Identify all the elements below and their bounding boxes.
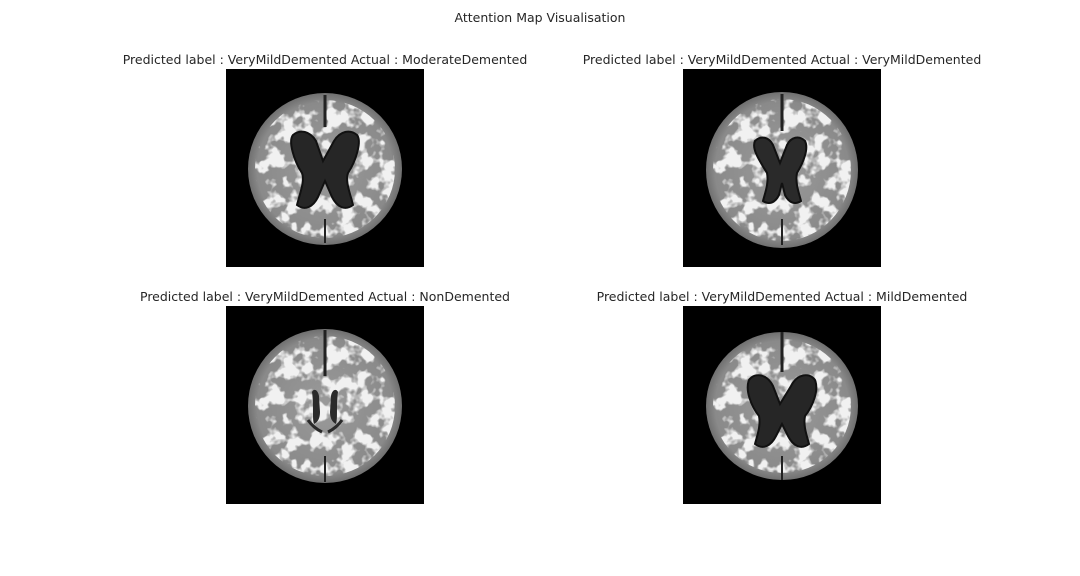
brain-mri-image-2 <box>683 69 881 267</box>
panel-4-title: Predicted label : VeryMildDemented Actua… <box>596 289 968 304</box>
brain-mri-image-1 <box>226 69 424 267</box>
brain-mri-image-3 <box>226 306 424 504</box>
brain-mri-image-4 <box>683 306 881 504</box>
panel-2-title: Predicted label : VeryMildDemented Actua… <box>582 52 982 67</box>
panel-1-title: Predicted label : VeryMildDemented Actua… <box>122 52 528 67</box>
figure-title: Attention Map Visualisation <box>454 10 626 25</box>
panel-3-title: Predicted label : VeryMildDemented Actua… <box>140 289 510 304</box>
